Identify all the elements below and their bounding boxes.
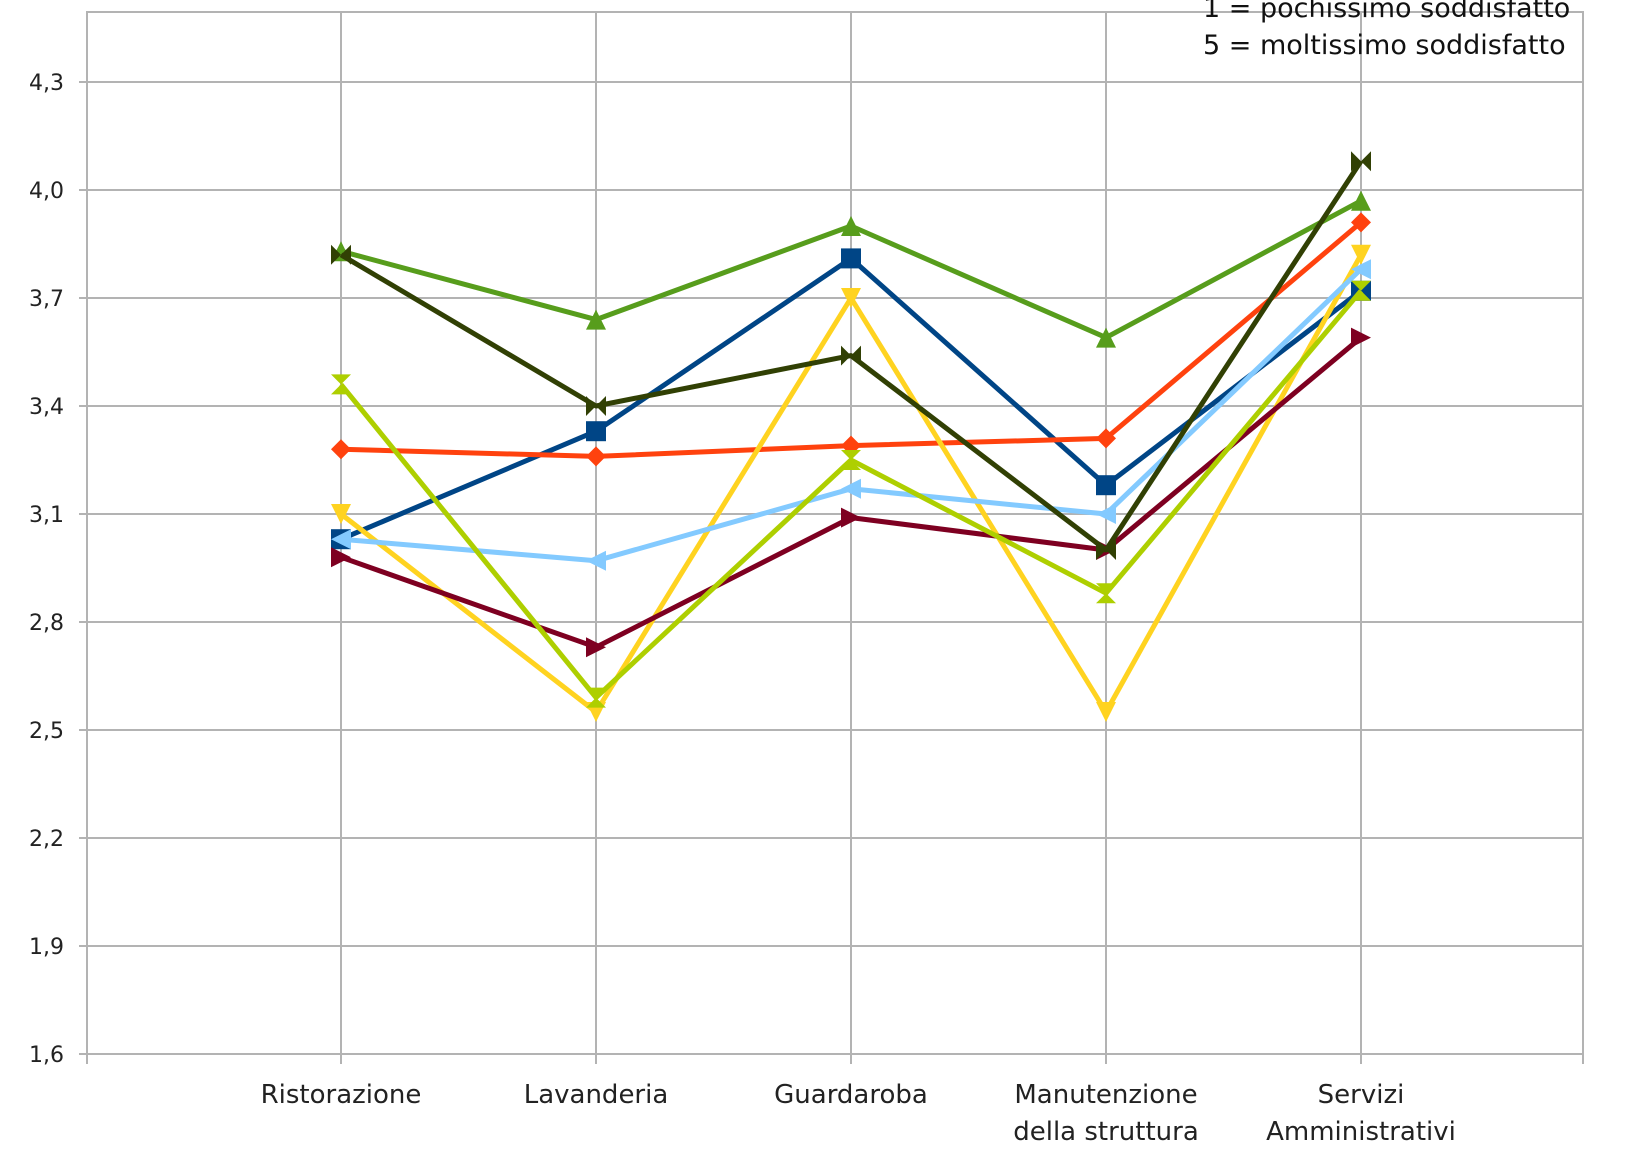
data-point bbox=[331, 439, 351, 460]
series-8 bbox=[331, 280, 1371, 708]
scale-note: 1 = pochissimo soddisfatto 5 = moltissim… bbox=[1203, 0, 1570, 61]
axes: 1,6 1,9 2,2 2,5 2,8 3,1 3,4 3,7 4,0 4,3 Ristorazio… bbox=[29, 71, 1584, 1147]
y-tick-label: 4,3 bbox=[29, 71, 64, 96]
data-point bbox=[331, 244, 351, 265]
x-category-label: Lavanderia bbox=[524, 1080, 669, 1110]
data-point bbox=[1351, 327, 1371, 348]
x-category-label: Servizi bbox=[1318, 1080, 1405, 1110]
x-category-label: della struttura bbox=[1013, 1117, 1199, 1147]
data-point bbox=[1351, 244, 1371, 265]
y-tick-label: 1,9 bbox=[29, 935, 64, 960]
data-point bbox=[841, 248, 861, 269]
scale-note-line-2: 5 = moltissimo soddisfatto bbox=[1203, 30, 1566, 61]
x-category-label: Ristorazione bbox=[261, 1080, 422, 1110]
data-point bbox=[841, 478, 861, 499]
scale-note-line-1: 1 = pochissimo soddisfatto bbox=[1203, 0, 1570, 24]
data-point bbox=[331, 374, 351, 395]
data-point bbox=[331, 547, 351, 568]
data-point bbox=[586, 421, 606, 442]
data-point bbox=[1096, 583, 1116, 604]
data-point bbox=[1096, 428, 1116, 449]
y-tick-label: 2,5 bbox=[29, 719, 64, 744]
data-point bbox=[586, 550, 606, 571]
data-point bbox=[1351, 212, 1371, 233]
data-point bbox=[331, 529, 351, 550]
data-point bbox=[1351, 190, 1371, 211]
x-category-label: Guardaroba bbox=[774, 1080, 928, 1110]
data-point bbox=[586, 396, 606, 416]
data-point bbox=[586, 687, 606, 708]
data-point bbox=[586, 637, 606, 658]
data-point bbox=[1096, 504, 1116, 524]
data-point bbox=[841, 507, 861, 528]
series-7 bbox=[331, 151, 1371, 560]
data-point bbox=[841, 345, 861, 366]
data-point bbox=[841, 216, 861, 236]
data-point bbox=[1096, 327, 1116, 348]
series-5 bbox=[331, 327, 1371, 658]
y-tick-label: 3,7 bbox=[29, 287, 64, 312]
data-point bbox=[1096, 540, 1116, 560]
x-category-label: Amministrativi bbox=[1266, 1117, 1456, 1147]
data-point bbox=[1096, 702, 1116, 722]
data-point bbox=[841, 288, 861, 308]
data-point bbox=[841, 450, 861, 470]
y-tick-label: 2,2 bbox=[29, 827, 64, 852]
data-point bbox=[586, 309, 606, 330]
series-group bbox=[331, 151, 1371, 722]
data-point bbox=[586, 446, 606, 467]
y-tick-label: 3,4 bbox=[29, 395, 64, 420]
grid bbox=[86, 11, 1584, 1055]
y-tick-label: 4,0 bbox=[29, 179, 64, 204]
y-tick-label: 3,1 bbox=[29, 503, 64, 528]
series-6 bbox=[331, 259, 1371, 571]
y-tick-label: 2,8 bbox=[29, 611, 64, 636]
data-point bbox=[1096, 475, 1116, 496]
data-point bbox=[1351, 259, 1371, 280]
data-point bbox=[331, 504, 351, 524]
data-point bbox=[1351, 280, 1371, 301]
data-point bbox=[1351, 151, 1371, 172]
x-category-label: Manutenzione bbox=[1014, 1080, 1197, 1110]
y-tick-label: 1,6 bbox=[29, 1043, 64, 1068]
